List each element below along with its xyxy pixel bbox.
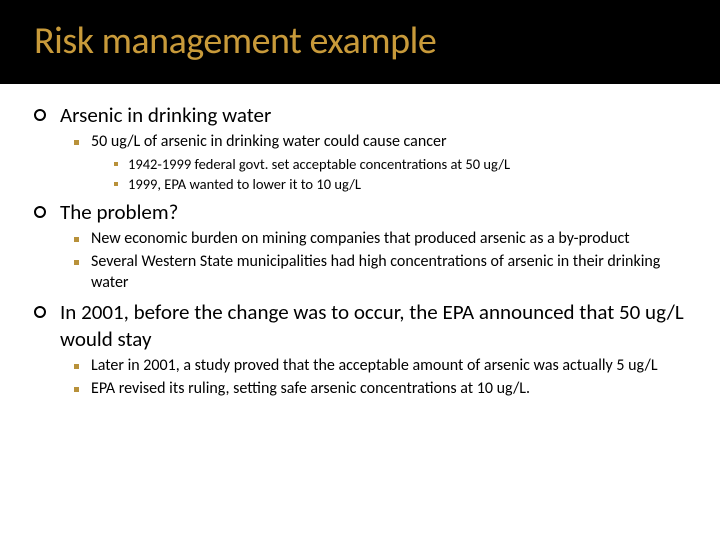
bullet-text: 1999, EPA wanted to lower it to 10 ug/L [128, 175, 361, 194]
circle-bullet-icon [34, 109, 46, 121]
square-bullet-icon [74, 237, 79, 242]
bullet-level2: Later in 2001, a study proved that the a… [74, 356, 686, 377]
slide-title: Risk management example [34, 18, 720, 64]
bullet-level3: 1999, EPA wanted to lower it to 10 ug/L [114, 175, 686, 194]
square-bullet-icon [74, 364, 79, 369]
square-bullet-icon [114, 162, 118, 166]
circle-bullet-icon [34, 206, 46, 218]
bullet-text: Several Western State municipalities had… [91, 252, 686, 294]
bullet-text: In 2001, before the change was to occur,… [60, 299, 686, 352]
bullet-text: The problem? [60, 199, 178, 225]
bullet-level1: The problem? [34, 199, 686, 225]
bullet-level1: Arsenic in drinking water [34, 102, 686, 128]
bullet-level2: EPA revised its ruling, setting safe ars… [74, 379, 686, 400]
bullet-level2: New economic burden on mining companies … [74, 229, 686, 250]
bullet-text: Later in 2001, a study proved that the a… [91, 356, 658, 377]
square-bullet-icon [114, 182, 118, 186]
bullet-level2: Several Western State municipalities had… [74, 252, 686, 294]
square-bullet-icon [74, 387, 79, 392]
bullet-text: New economic burden on mining companies … [91, 229, 630, 250]
bullet-text: 50 ug/L of arsenic in drinking water cou… [91, 132, 447, 153]
square-bullet-icon [74, 140, 79, 145]
bullet-text: 1942-1999 federal govt. set acceptable c… [128, 155, 510, 174]
bullet-text: Arsenic in drinking water [60, 102, 271, 128]
bullet-text: EPA revised its ruling, setting safe ars… [91, 379, 530, 400]
title-bar: Risk management example [0, 0, 720, 84]
bullet-level1: In 2001, before the change was to occur,… [34, 299, 686, 352]
bullet-level2: 50 ug/L of arsenic in drinking water cou… [74, 132, 686, 153]
square-bullet-icon [74, 260, 79, 265]
slide-content: Arsenic in drinking water 50 ug/L of ars… [0, 84, 720, 399]
circle-bullet-icon [34, 306, 46, 318]
bullet-level3: 1942-1999 federal govt. set acceptable c… [114, 155, 686, 174]
